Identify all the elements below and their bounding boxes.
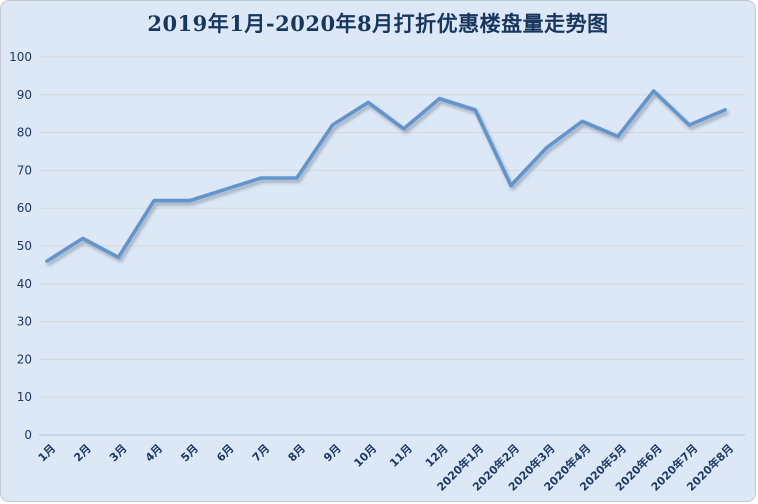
x-tick-label: 1月	[36, 442, 58, 464]
x-tick-label: 11月	[387, 442, 415, 470]
x-tick-label: 3月	[107, 442, 129, 464]
x-tick-label: 6月	[214, 442, 236, 464]
x-tick-label: 10月	[351, 442, 379, 470]
x-tick-label: 5月	[178, 442, 200, 464]
x-tick-label: 12月	[423, 442, 451, 470]
y-tick-label: 0	[24, 428, 32, 442]
y-tick-label: 80	[17, 126, 32, 140]
y-tick-label: 40	[17, 277, 32, 291]
y-tick-label: 100	[9, 50, 32, 64]
x-tick-label: 9月	[321, 442, 343, 464]
y-tick-label: 90	[17, 88, 32, 102]
y-tick-label: 20	[17, 352, 32, 366]
x-tick-label: 7月	[250, 442, 272, 464]
x-tick-label: 8月	[286, 442, 308, 464]
y-tick-label: 60	[17, 201, 32, 215]
y-tick-label: 50	[17, 239, 32, 253]
y-tick-label: 10	[17, 390, 32, 404]
y-tick-label: 30	[17, 315, 32, 329]
data-series-line	[45, 89, 727, 263]
chart-title: 2019年1月-2020年8月打折优惠楼盘量走势图	[147, 11, 609, 36]
x-tick-label: 2月	[71, 442, 93, 464]
y-tick-label: 70	[17, 163, 32, 177]
x-tick-label: 4月	[143, 442, 165, 464]
